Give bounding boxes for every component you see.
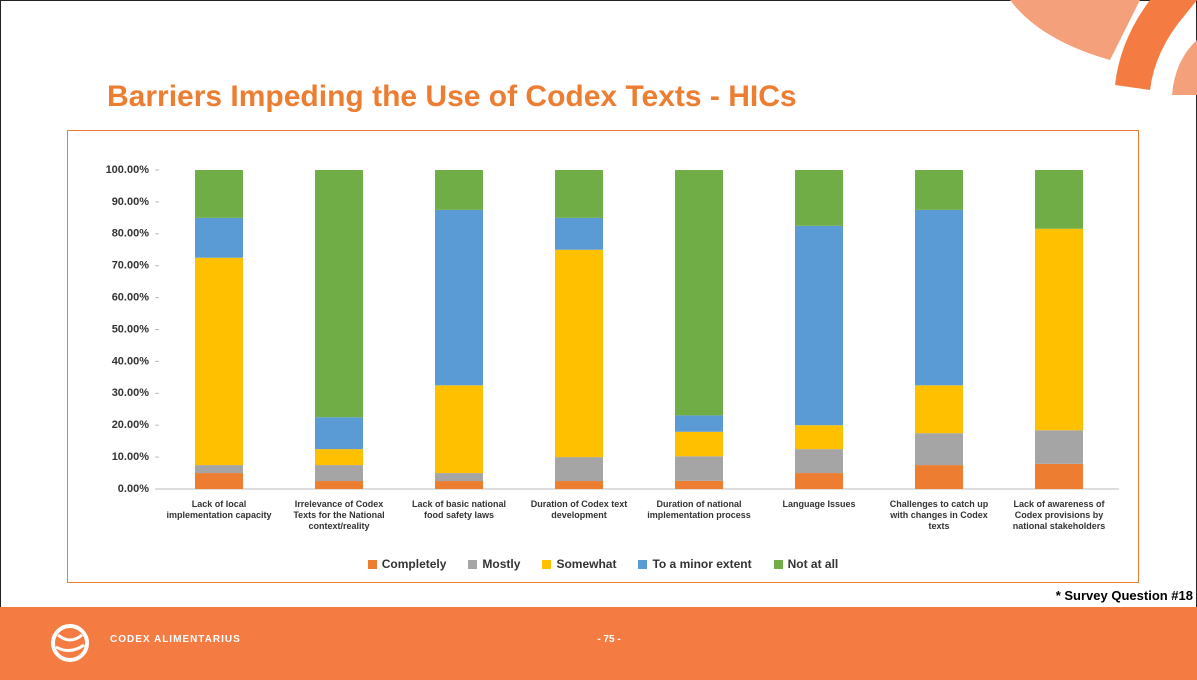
bar-segment [435, 385, 483, 474]
bar-segment [195, 170, 243, 218]
bar-segment [675, 456, 723, 481]
legend-swatch [638, 559, 648, 569]
bar-segment [195, 217, 243, 258]
legend-item: To a minor extent [638, 557, 752, 571]
x-tick-label: Duration of Codex text development [530, 499, 628, 520]
bar-segment [675, 170, 723, 416]
logo [51, 624, 89, 662]
bar-segment [915, 209, 963, 386]
chart-box [67, 130, 1139, 583]
legend-label: Completely [381, 557, 447, 571]
bar-segment [795, 170, 843, 226]
y-tick-label: 90.00% [112, 196, 150, 208]
bar-segment [555, 481, 603, 489]
legend-label: Not at all [787, 557, 839, 571]
bar-segment [315, 481, 363, 489]
bar-segment [555, 170, 603, 218]
legend-item: Completely [367, 557, 447, 571]
legend-label: Mostly [482, 557, 521, 571]
legend-label: To a minor extent [652, 557, 752, 571]
y-tick-label: 70.00% [112, 260, 150, 272]
bar-segment [195, 473, 243, 489]
y-tick-label: 80.00% [112, 228, 150, 240]
y-tick-label: 30.00% [112, 387, 150, 399]
bar-segment [555, 249, 603, 458]
x-tick-label: Lack of awareness of Codex provisions by… [1012, 499, 1106, 531]
x-tick-label: Irrelevance of Codex Texts for the Natio… [293, 499, 385, 531]
bar-segment [555, 457, 603, 482]
bar-segment [315, 465, 363, 482]
y-tick-label: 40.00% [112, 355, 150, 367]
bar-segment [675, 480, 723, 489]
footer: CODEX ALIMENTARIUS - 75 - [0, 607, 1197, 680]
bar-segment [315, 170, 363, 418]
bar-segment [1035, 430, 1083, 464]
note: * Survey Question #18 [1055, 588, 1193, 603]
legend-swatch [542, 559, 552, 569]
y-tick-label: 0.00% [118, 483, 149, 495]
legend-swatch [773, 559, 783, 569]
bar-segment [435, 170, 483, 210]
bar-segment [795, 473, 843, 489]
bar-segment [915, 433, 963, 466]
legend-swatch [367, 559, 377, 569]
bar-segment [315, 417, 363, 450]
bar-segment [315, 449, 363, 466]
bar-segment [1035, 228, 1083, 431]
bar-segment [675, 431, 723, 457]
bar-segment [795, 225, 843, 426]
bar-segment [795, 425, 843, 450]
x-tick-label: Lack of basic national food safety laws [411, 499, 507, 520]
brand: CODEX ALIMENTARIUS [110, 634, 241, 645]
y-tick-label: 60.00% [112, 292, 150, 304]
x-tick-label: Duration of national implementation proc… [647, 499, 751, 520]
chart: 0.00% 10.00% 20.00% 30.00% 40.00% 50.00% 60.00… [106, 164, 1119, 495]
bar-segment [195, 465, 243, 474]
bar-segment [915, 170, 963, 210]
bar-segment [435, 209, 483, 386]
bar-segment [435, 481, 483, 489]
y-tick-label: 100.00% [106, 164, 150, 176]
decoration [1010, 0, 1197, 95]
page-number: - 75 - [597, 634, 621, 645]
legend-item: Not at all [773, 557, 839, 571]
bar-segment [675, 415, 723, 432]
legend-item: Mostly [468, 557, 520, 571]
bar-segment [555, 217, 603, 250]
legend: Completely Mostly Somewhat To a minor exten… [0, 557, 1197, 571]
y-tick-label: 50.00% [112, 323, 150, 335]
bar-segment [435, 473, 483, 482]
legend-swatch [468, 559, 478, 569]
bar-segment [915, 465, 963, 489]
x-tick-label: Language Issues [782, 499, 856, 509]
bar-segment [195, 257, 243, 466]
title: Barriers Impeding the Use of Codex Texts… [107, 80, 797, 113]
x-tick-label: Lack of local implementation capacity [166, 499, 272, 520]
y-tick-label: 20.00% [112, 419, 150, 431]
bar-segment [1035, 170, 1083, 229]
legend-item: Somewhat [542, 557, 616, 571]
bar-segment [795, 449, 843, 474]
x-tick-label: Challenges to catch up with changes in C… [889, 499, 989, 531]
y-tick-label: 10.00% [112, 451, 150, 463]
legend-label: Somewhat [556, 557, 617, 571]
bar-segment [1035, 463, 1083, 489]
bar-segment [915, 385, 963, 434]
